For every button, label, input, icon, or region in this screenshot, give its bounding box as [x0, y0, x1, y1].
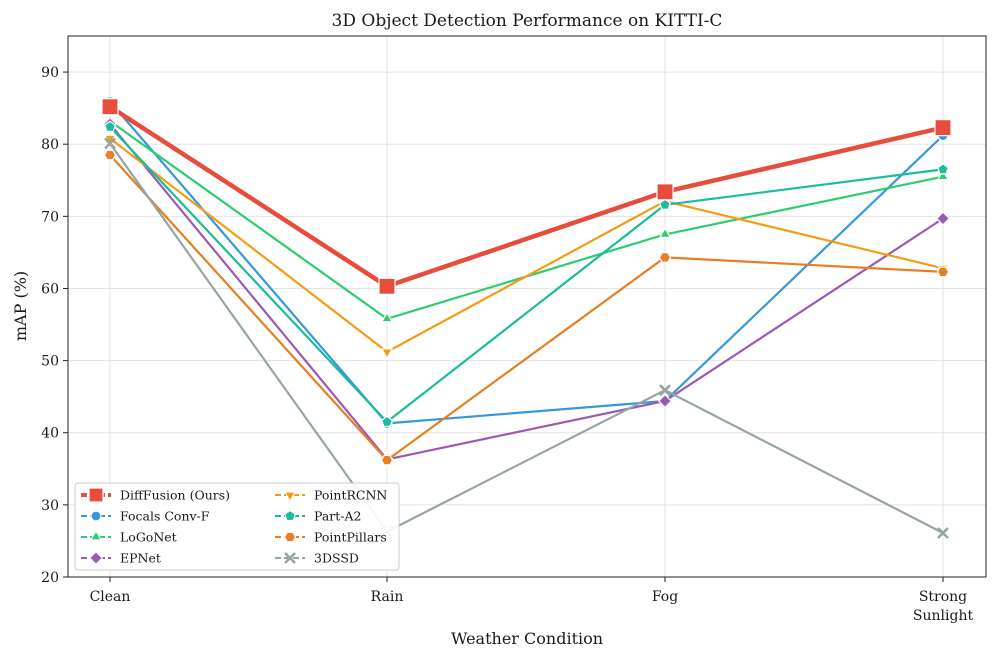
- legend-box: [74, 482, 400, 571]
- data-point: [659, 198, 671, 210]
- legend: DiffFusion (Ours) Focals Conv-F LoGoNet EPN…: [74, 482, 400, 571]
- data-point: [380, 311, 394, 323]
- data-point: [656, 183, 674, 201]
- x-tick-label: Clean: [90, 589, 131, 605]
- series-line: [109, 126, 944, 423]
- series-line: [109, 100, 944, 425]
- y-tick-label: 90: [41, 65, 59, 81]
- data-point: [658, 227, 672, 238]
- series-line: [109, 142, 944, 534]
- data-point: [935, 211, 951, 226]
- data-point: [659, 384, 671, 396]
- x-axis-label: Weather Condition: [451, 629, 603, 648]
- chart-title: 3D Object Detection Performance on KITTI…: [332, 11, 723, 31]
- data-point: [380, 454, 394, 466]
- x-tick-label: Fog: [652, 589, 678, 605]
- x-tick-label: Strong Sunlight: [913, 589, 974, 624]
- y-tick-label: 70: [41, 209, 59, 225]
- tick-layer: 20 30 40 50 60 70 80 90 Clean Rain Fog Strong Sunlig…: [41, 65, 973, 624]
- data-point: [381, 415, 393, 427]
- data-point: [104, 137, 116, 150]
- data-point: [378, 277, 396, 295]
- data-point: [658, 252, 672, 263]
- data-point: [101, 98, 119, 116]
- legend-marker: [283, 491, 297, 503]
- legend-marker: [88, 487, 104, 503]
- y-tick-label: 40: [41, 426, 59, 442]
- x-tick-label: Rain: [371, 589, 404, 605]
- series-line: [109, 137, 944, 353]
- data-point: [104, 120, 116, 132]
- y-axis-label: mAP (%): [11, 271, 30, 341]
- legend-marker: [284, 552, 296, 564]
- legend-item: PointRCNN: [275, 488, 387, 503]
- data-point: [103, 149, 117, 161]
- legend-label: LoGoNet: [120, 530, 177, 545]
- data-point: [937, 163, 949, 175]
- legend-item: EPNet: [81, 551, 161, 566]
- series-part-a2: [104, 120, 949, 427]
- legend-label: PointRCNN: [314, 488, 387, 503]
- series-line: [109, 123, 944, 461]
- legend-label: EPNet: [120, 551, 161, 566]
- series-line: [108, 104, 944, 289]
- data-point: [934, 119, 952, 137]
- plot-frame: [67, 35, 987, 578]
- y-tick-label: 20: [41, 570, 59, 586]
- legend-marker: [88, 550, 104, 566]
- series-pointpillars: [103, 149, 950, 466]
- legend-item: LoGoNet: [81, 530, 177, 545]
- data-point: [936, 169, 950, 181]
- data-point: [937, 527, 949, 539]
- y-tick-label: 60: [41, 281, 59, 297]
- legend-marker: [284, 509, 296, 522]
- legend-item: 3DSSD: [275, 551, 359, 566]
- data-point: [380, 348, 394, 360]
- series-layer: [101, 96, 952, 539]
- legend-label: 3DSSD: [314, 551, 359, 566]
- legend-label: PointPillars: [314, 530, 387, 545]
- legend-item: Focals Conv-F: [81, 509, 210, 524]
- legend-label: Part-A2: [314, 509, 362, 524]
- legend-marker: [90, 510, 102, 522]
- legend-item: Part-A2: [275, 509, 362, 524]
- legend-label: Focals Conv-F: [120, 509, 210, 524]
- legend-marker: [89, 529, 103, 541]
- legend-marker: [283, 531, 297, 543]
- legend-item: DiffFusion (Ours): [81, 487, 230, 503]
- y-tick-label: 50: [41, 354, 59, 370]
- series-difffusion-ours: [101, 98, 952, 295]
- data-point: [936, 266, 950, 278]
- y-tick-label: 80: [41, 137, 59, 153]
- y-tick-label: 30: [41, 498, 59, 514]
- legend-label: DiffFusion (Ours): [120, 488, 230, 503]
- legend-item: PointPillars: [275, 530, 387, 545]
- series-line: [109, 154, 944, 462]
- data-point: [657, 393, 673, 409]
